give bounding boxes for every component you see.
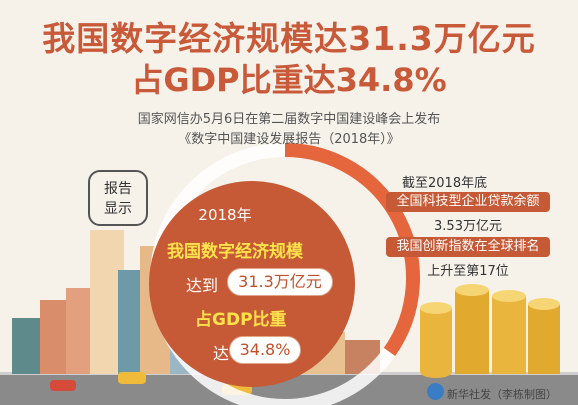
coin-stack: [420, 308, 452, 372]
badge-line1: 报告: [104, 181, 132, 197]
badge-line2: 显示: [104, 201, 132, 217]
subtitle-line1: 国家网信办5月6日在第二届数字中国建设峰会上发布: [137, 112, 441, 127]
xinhua-logo-icon: [427, 383, 444, 400]
coin: [492, 290, 526, 302]
right-item1-value: 3.53万亿元: [434, 219, 502, 234]
car: [118, 372, 146, 384]
headline-line1: 我国数字经济规模达31.3万亿元: [42, 19, 536, 58]
right-as-of: 截至2018年底: [402, 176, 488, 191]
right-item1-label: 全国科技型企业贷款余额: [386, 192, 550, 212]
coin: [528, 298, 560, 310]
circle-scale-label: 我国数字经济规模: [167, 242, 303, 262]
building: [40, 300, 70, 374]
right-item2-label: 我国创新指数在全球排名: [386, 237, 550, 257]
right-item2-value: 上升至第17位: [427, 264, 509, 279]
gdp-share-slice: [284, 143, 420, 356]
coin-stack: [528, 304, 560, 374]
credit: 新华社发（李栋制图）: [447, 388, 557, 401]
scale-value-pill: 31.3万亿元: [227, 268, 333, 296]
coin-stack: [455, 290, 489, 374]
report-badge: 报告 显示: [88, 170, 148, 226]
car: [50, 380, 76, 391]
circle-year: 2018年: [198, 206, 252, 224]
gdp-value-pill: 34.8%: [229, 336, 301, 364]
coin-stack: [492, 296, 526, 374]
headline-line2: 占GDP比重达34.8%: [131, 61, 447, 99]
circle-reach2: 达: [213, 344, 230, 363]
circle-reach1: 达到: [186, 276, 219, 295]
coin: [455, 284, 489, 296]
subtitle-line2: 《数字中国建设发展报告（2018年）》: [178, 132, 400, 147]
circle-gdp-label: 占GDP比重: [195, 310, 287, 330]
coin-stacks: [420, 284, 560, 378]
coin: [420, 302, 452, 314]
